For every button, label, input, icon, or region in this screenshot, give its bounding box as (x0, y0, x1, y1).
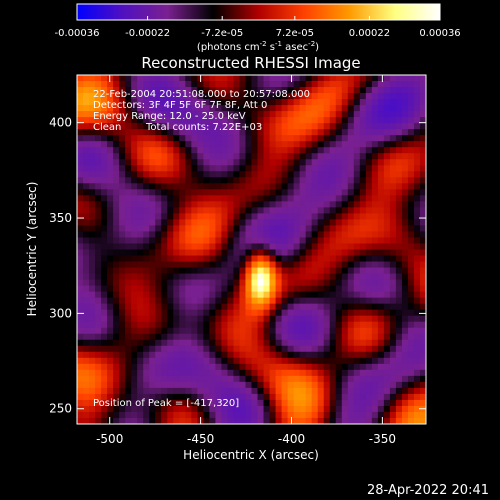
colorbar-tick-label: -7.2e-05 (201, 28, 243, 39)
peak-position-label: Position of Peak = [-417,320] (93, 398, 239, 409)
colorbar-ticks: -0.00036 -0.00022 -7.2e-05 7.2e-05 0.00022 0.… (55, 16, 461, 39)
colorbar (76, 3, 441, 21)
info-time-range: 22-Feb-2004 20:51:08.000 to 20:57:08.000 (93, 89, 310, 100)
info-energy-range: Energy Range: 12.0 - 25.0 keV (93, 111, 246, 122)
y-axis-label: Heliocentric Y (arcsec) (25, 182, 39, 317)
heatmap-image (77, 75, 426, 424)
colorbar-tick-label: 0.00036 (419, 28, 460, 39)
info-annotation: 22-Feb-2004 20:51:08.000 to 20:57:08.000… (93, 89, 310, 133)
colorbar-tick-label: 0.00022 (349, 28, 390, 39)
render-timestamp: 28-Apr-2022 20:41 (367, 483, 489, 498)
x-axis-label: Heliocentric X (arcsec) (183, 448, 319, 462)
plot-frame (76, 74, 427, 425)
info-total-counts: Total counts: 7.22E+03 (145, 122, 262, 133)
y-tick-label: 400 (49, 116, 72, 130)
y-tick-label: 350 (49, 211, 72, 225)
x-tick-label: -500 (96, 432, 123, 446)
colorbar-tick-label: -0.00022 (125, 28, 170, 39)
colorbar-tick-label: -0.00036 (55, 28, 100, 39)
info-detectors: Detectors: 3F 4F 5F 6F 7F 8F, Att 0 (93, 100, 267, 111)
colorbar-tick-label: 7.2e-05 (276, 28, 314, 39)
y-tick-label: 250 (49, 402, 72, 416)
x-tick-label: -350 (369, 432, 396, 446)
x-tick-label: -450 (187, 432, 214, 446)
chart-title: Reconstructed RHESSI Image (141, 54, 360, 72)
x-tick-label: -400 (278, 432, 305, 446)
y-tick-label: 300 (49, 306, 72, 320)
info-method: Clean (93, 122, 121, 133)
y-axis-ticks: 250 300 350 400 (49, 116, 426, 416)
x-axis-ticks: -500 -450 -400 -350 (96, 75, 396, 446)
colorbar-unit-label: (photons cm-2 s-1 asec-2) (197, 40, 319, 53)
